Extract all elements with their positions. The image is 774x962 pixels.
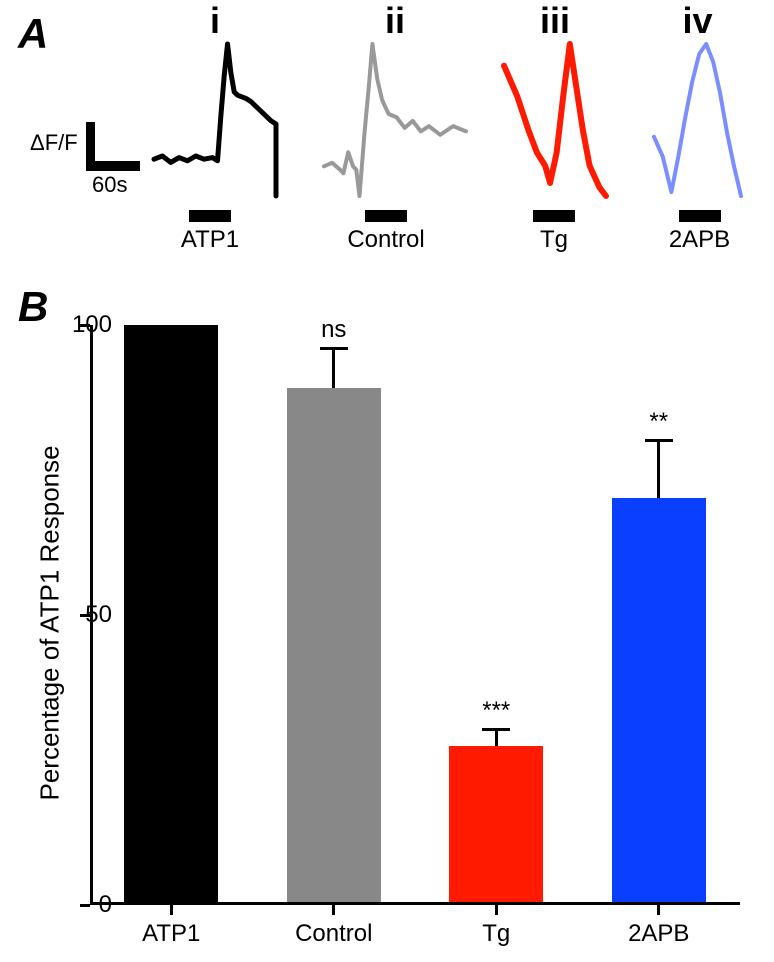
panel-a: A ΔF/F 60s i ATP1 ii Control iii Tg iv 2APB	[0, 0, 774, 285]
trace-roman: i	[195, 0, 235, 42]
x-tick	[657, 905, 660, 915]
scale-x-label: 60s	[92, 172, 127, 198]
trace-2apb	[650, 40, 745, 200]
scale-bar-icon	[86, 122, 146, 177]
trace-atp1	[150, 40, 280, 200]
y-tick-label: 0	[99, 891, 112, 919]
trace-tg	[500, 40, 610, 200]
stimulus-bar	[679, 210, 721, 222]
x-axis	[90, 902, 740, 905]
bar-control	[287, 388, 381, 902]
stimulus-label: Control	[326, 226, 446, 254]
y-tick-label: 50	[85, 601, 112, 629]
trace-roman: iv	[678, 0, 718, 42]
x-tick-label: 2APB	[628, 920, 689, 948]
bar-tg	[449, 746, 543, 902]
stimulus-label: Tg	[494, 226, 614, 254]
stimulus-label: 2APB	[640, 226, 760, 254]
x-tick	[170, 905, 173, 915]
stimulus-label: ATP1	[150, 226, 270, 254]
y-axis-title: Percentage of ATP1 Response	[35, 441, 66, 801]
error-bar	[332, 348, 335, 388]
panel-b-label: B	[18, 283, 48, 331]
significance-label: **	[619, 408, 699, 436]
panel-b: B Percentage of ATP1 Response ATP1nsCont…	[0, 285, 774, 962]
significance-label: ns	[294, 316, 374, 344]
x-tick-label: Tg	[482, 920, 510, 948]
bar-2apb	[612, 498, 706, 902]
stimulus-bar	[533, 210, 575, 222]
y-tick-label: 100	[72, 311, 112, 339]
trace-roman: iii	[535, 0, 575, 42]
scale-y-label: ΔF/F	[30, 130, 78, 156]
trace-roman: ii	[375, 0, 415, 42]
y-tick	[80, 904, 90, 907]
significance-label: ***	[456, 697, 536, 725]
bar-chart: ATP1nsControl***Tg**2APB	[90, 325, 740, 905]
error-bar	[495, 729, 498, 746]
x-tick	[332, 905, 335, 915]
error-cap	[482, 728, 510, 731]
stimulus-bar	[189, 210, 231, 222]
trace-control	[320, 40, 470, 200]
bar-atp1	[124, 325, 218, 902]
panel-a-label: A	[18, 10, 48, 58]
x-tick-label: Control	[295, 920, 372, 948]
error-bar	[657, 440, 660, 498]
error-cap	[645, 439, 673, 442]
x-tick-label: ATP1	[142, 920, 200, 948]
x-tick	[495, 905, 498, 915]
stimulus-bar	[365, 210, 407, 222]
error-cap	[320, 347, 348, 350]
